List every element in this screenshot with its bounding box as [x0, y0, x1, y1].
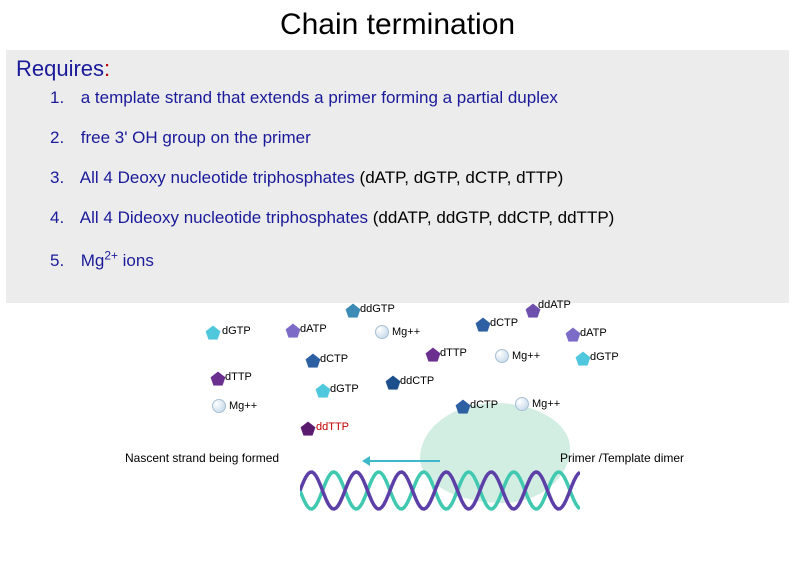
nucleotide-icon: [345, 303, 361, 319]
nucleotide-icon: [285, 323, 301, 339]
mg-ion-icon: [212, 399, 226, 413]
caption-primer: Primer /Template dimer: [560, 451, 684, 465]
list-item: free 3' OH group on the primer: [50, 128, 779, 148]
nucleotide-icon: [205, 325, 221, 341]
list-item: All 4 Dideoxy nucleotide triphosphates (…: [50, 208, 779, 228]
mg-ion-label: Mg++: [532, 398, 560, 410]
item-text: free 3' OH group on the primer: [81, 128, 311, 147]
item-paren: (ddATP, ddGTP, ddCTP, ddTTP): [373, 208, 615, 227]
requires-heading: Requires:: [16, 56, 779, 82]
nucleotide-icon: [300, 421, 316, 437]
nucleotide-icon: [475, 317, 491, 333]
item-text: Mg2+ ions: [81, 251, 154, 270]
mg-ion-icon: [515, 397, 529, 411]
mg-ion-icon: [495, 349, 509, 363]
nucleotide-icon: [305, 353, 321, 369]
nucleotide-label: dTTP: [225, 371, 252, 383]
nucleotide-label: dTTP: [440, 347, 467, 359]
nucleotide-label: ddTTP: [316, 421, 349, 433]
nucleotide-label: dATP: [580, 327, 607, 339]
nucleotide-label: ddGTP: [360, 303, 395, 315]
requires-text: Requires: [16, 56, 104, 81]
requirements-list: a template strand that extends a primer …: [16, 88, 779, 271]
list-item: Mg2+ ions: [50, 248, 779, 271]
item-text: a template strand that extends a primer …: [81, 88, 558, 107]
nucleotide-label: dCTP: [470, 399, 498, 411]
nucleotide-icon: [425, 347, 441, 363]
requires-colon: :: [104, 56, 110, 81]
mg-ion-label: Mg++: [392, 326, 420, 338]
nucleotide-icon: [565, 327, 581, 343]
nucleotide-label: dCTP: [320, 353, 348, 365]
diagram-area: ddGTPddATPdGTPdATPdCTPdATPdCTPdTTPdGTPdT…: [0, 303, 795, 533]
mg-ion-icon: [375, 325, 389, 339]
caption-nascent: Nascent strand being formed: [125, 451, 279, 465]
list-item: a template strand that extends a primer …: [50, 88, 779, 108]
nucleotide-icon: [385, 375, 401, 391]
nucleotide-label: dGTP: [330, 383, 359, 395]
nucleotide-label: ddATP: [538, 299, 571, 311]
item-paren: (dATP, dGTP, dCTP, dTTP): [360, 168, 564, 187]
nucleotide-label: dGTP: [222, 325, 251, 337]
page-title: Chain termination: [0, 0, 795, 50]
dna-helix-icon: [300, 468, 580, 513]
requires-box: Requires: a template strand that extends…: [6, 50, 789, 303]
nucleotide-icon: [575, 351, 591, 367]
nucleotide-icon: [210, 371, 226, 387]
mg-ion-label: Mg++: [512, 350, 540, 362]
nucleotide-label: dATP: [300, 323, 327, 335]
item-text: All 4 Deoxy nucleotide triphosphates: [80, 168, 360, 187]
item-text: All 4 Dideoxy nucleotide triphosphates: [80, 208, 373, 227]
nucleotide-label: ddCTP: [400, 375, 434, 387]
nucleotide-label: dGTP: [590, 351, 619, 363]
list-item: All 4 Deoxy nucleotide triphosphates (dA…: [50, 168, 779, 188]
direction-arrow-icon: [370, 460, 440, 462]
nucleotide-icon: [315, 383, 331, 399]
mg-ion-label: Mg++: [229, 400, 257, 412]
nucleotide-label: dCTP: [490, 317, 518, 329]
nucleotide-icon: [455, 399, 471, 415]
